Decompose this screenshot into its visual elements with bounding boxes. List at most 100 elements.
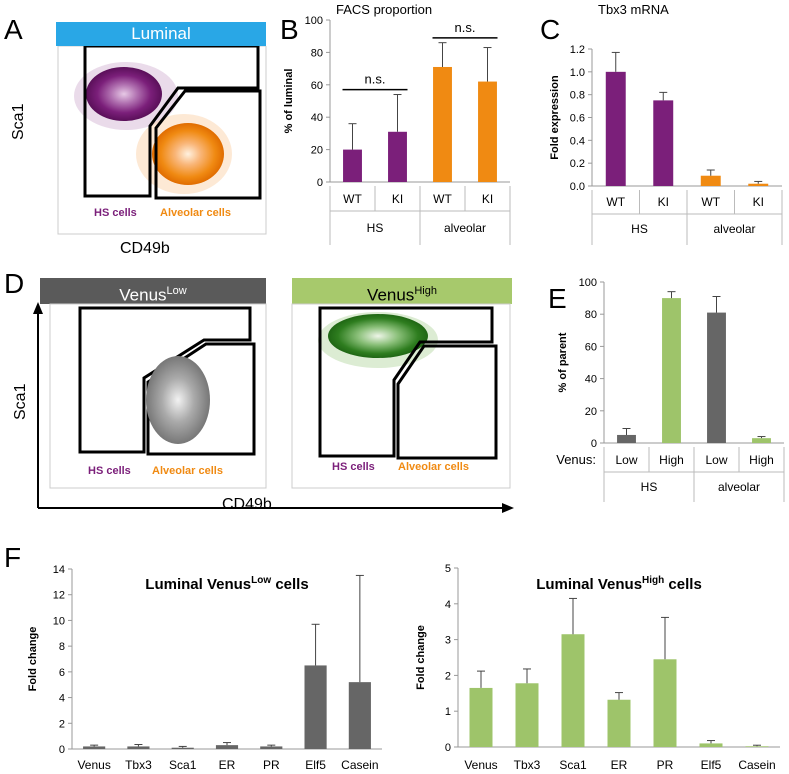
panel-letter-d: D [4, 268, 25, 299]
category-label: PR [263, 758, 280, 772]
group-label: HS [631, 222, 648, 236]
bar [388, 131, 407, 182]
group-label: HS [367, 221, 384, 235]
bar [662, 298, 681, 443]
bar [469, 687, 493, 747]
venus-low-header: VenusLow [40, 278, 266, 305]
chart-f1: 0 2 4 6 8 10 12 14 Fold change Luminal VenusLow c… [27, 564, 382, 772]
y-tick-label: 14 [53, 564, 65, 576]
panel-letter-b: B [280, 14, 299, 45]
y-axis-label: Fold change [27, 627, 39, 692]
bar [515, 683, 539, 747]
bar [433, 66, 452, 182]
y-tick-label: 0 [445, 742, 451, 754]
chart-title: Tbx3 mRNA [598, 2, 669, 17]
chart-title: FACS proportion [336, 2, 432, 17]
category-label: Elf5 [305, 758, 326, 772]
y-tick-label: 1 [445, 706, 451, 718]
bar [260, 746, 283, 749]
panel-letter-a: A [4, 14, 23, 45]
category-label: High [749, 453, 774, 467]
chart-title: Luminal VenusLow cells [145, 575, 308, 593]
bar [617, 434, 636, 443]
category-label: ER [611, 758, 628, 772]
category-label: WT [343, 192, 362, 206]
bar [607, 699, 631, 747]
y-tick-label: 80 [585, 309, 597, 321]
group-label: alveolar [713, 222, 755, 236]
group-label: alveolar [444, 221, 486, 235]
y-tick-label: 4 [59, 693, 65, 705]
gate-alveolar-label: Alveolar cells [160, 207, 231, 219]
bar [653, 659, 677, 747]
y-tick-label: 0.2 [570, 158, 585, 170]
chart-b: 0 20 40 60 80 100 % of luminal FACS proportion W… [283, 2, 511, 245]
y-tick-label: 0 [59, 744, 65, 756]
group-label: alveolar [718, 480, 760, 494]
y-tick-label: 2 [59, 718, 65, 730]
category-label: Casein [738, 758, 775, 772]
bar [127, 746, 150, 749]
category-label: Low [705, 453, 727, 467]
y-tick-label: 60 [311, 80, 323, 92]
y-axis-label: Fold expression [549, 75, 561, 160]
y-tick-label: 1.2 [570, 44, 585, 56]
flow-plot-luminal: HS cells Alveolar cells [57, 46, 267, 235]
chart-f2: 0 1 2 3 4 5 Fold change Luminal VenusHigh cells… [415, 563, 780, 772]
y-axis-label: Fold change [415, 625, 427, 690]
bar [215, 745, 239, 749]
bar [700, 175, 721, 186]
significance-label: n.s. [455, 20, 476, 35]
category-label: Venus [77, 758, 110, 772]
category-label: Tbx3 [125, 758, 152, 772]
chart-title: Luminal VenusHigh cells [536, 575, 702, 593]
y-tick-label: 40 [585, 374, 597, 386]
bar [707, 312, 726, 443]
bar [752, 438, 771, 443]
y-tick-label: 3 [445, 635, 451, 647]
category-label: Low [615, 453, 637, 467]
bar [348, 682, 371, 749]
category-label: High [659, 453, 684, 467]
category-label: Tbx3 [514, 758, 541, 772]
y-axis-label: % of parent [557, 332, 569, 392]
category-label: Venus [464, 758, 497, 772]
y-tick-label: 100 [305, 15, 323, 27]
category-label: Sca1 [169, 758, 197, 772]
bar [304, 665, 327, 749]
category-label: KI [482, 192, 493, 206]
category-label: Casein [341, 758, 378, 772]
bar [605, 71, 626, 186]
y-tick-label: 1.0 [570, 67, 585, 79]
bar [478, 81, 497, 182]
venus-high-header: VenusHigh [292, 278, 512, 305]
y-tick-label: 4 [445, 599, 451, 611]
cd49b-axis-label-d: CD49b [222, 496, 272, 513]
y-tick-label: 100 [579, 277, 597, 289]
bar [748, 183, 769, 186]
bar [653, 100, 674, 186]
panel-letter-c: C [540, 14, 561, 45]
y-tick-label: 0.6 [570, 113, 585, 125]
category-label: WT [433, 192, 452, 206]
luminal-header: Luminal [56, 22, 266, 46]
y-tick-label: 20 [311, 145, 323, 157]
gate-hs-label-high: HS cells [332, 461, 375, 473]
bar [171, 747, 194, 749]
category-label: WT [701, 195, 720, 209]
gate-hs-label-low: HS cells [88, 465, 131, 477]
y-tick-label: 0.8 [570, 90, 585, 102]
gate-hs-label: HS cells [94, 207, 137, 219]
venus-row-label: Venus: [556, 452, 596, 467]
y-tick-label: 40 [311, 112, 323, 124]
category-label: ER [219, 758, 236, 772]
y-tick-label: 20 [585, 406, 597, 418]
group-label: HS [641, 480, 658, 494]
y-tick-label: 0 [317, 177, 323, 189]
y-axis-label: % of luminal [283, 69, 295, 134]
panel-letter-f: F [4, 542, 22, 573]
category-label: PR [657, 758, 674, 772]
bar [561, 634, 585, 747]
